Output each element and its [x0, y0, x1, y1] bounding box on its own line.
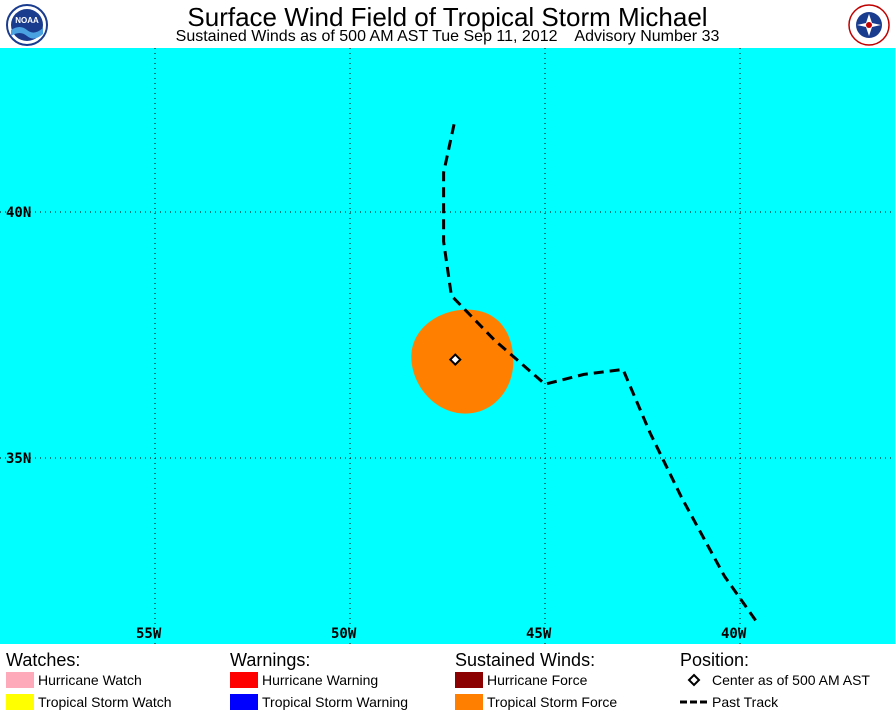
legend-watches-heading: Watches:	[6, 650, 81, 670]
lon-label-50w: 50W	[331, 626, 357, 642]
tropical-storm-watch-swatch	[6, 694, 34, 710]
tropical-storm-force-label: Tropical Storm Force	[487, 694, 618, 710]
hurricane-watch-label: Hurricane Watch	[38, 672, 142, 688]
hurricane-watch-swatch	[6, 672, 34, 688]
hurricane-warning-swatch	[230, 672, 258, 688]
tropical-storm-warning-swatch	[230, 694, 258, 710]
noaa-logo-text: NOAA	[15, 16, 39, 25]
map-area: 40N 35N 55W 50W 45W 40W	[0, 48, 895, 644]
tropical-storm-force-swatch	[455, 694, 483, 710]
hurricane-warning-label: Hurricane Warning	[262, 672, 379, 688]
lon-label-45w: 45W	[526, 626, 552, 642]
map-title: Surface Wind Field of Tropical Storm Mic…	[187, 2, 708, 32]
past-track-layer	[442, 118, 757, 622]
lat-label-40n: 40N	[6, 205, 32, 221]
map-header: NOAA Surface Wind Field of Tropical Stor…	[0, 0, 895, 48]
storm-center-label: Center as of 500 AM AST	[712, 672, 870, 688]
tropical-storm-watch-label: Tropical Storm Watch	[38, 694, 172, 710]
storm-center-layer	[448, 353, 462, 367]
past-track-label: Past Track	[712, 694, 779, 710]
hurricane-force-label: Hurricane Force	[487, 672, 588, 688]
tropical-storm-warning-label: Tropical Storm Warning	[262, 694, 409, 710]
lat-lon-grid	[0, 48, 895, 644]
lat-label-35n: 35N	[6, 451, 32, 467]
nws-logo	[848, 4, 890, 46]
diamond-marker-icon	[687, 673, 701, 687]
noaa-logo: NOAA	[6, 4, 48, 46]
map-subtitle: Sustained Winds as of 500 AM AST Tue Sep…	[175, 28, 720, 45]
map-canvas	[0, 48, 895, 644]
legend-position-heading: Position:	[680, 650, 750, 670]
lon-label-55w: 55W	[136, 626, 162, 642]
tropical-storm-force-wind-field	[411, 309, 514, 414]
storm-center-marker	[448, 353, 462, 367]
legend-warnings-heading: Warnings:	[230, 650, 311, 670]
hurricane-force-swatch	[455, 672, 483, 688]
dashed-track-icon	[680, 700, 708, 704]
past-track-line	[442, 118, 757, 622]
legend-panel: Watches: Hurricane Watch Tropical Storm …	[0, 644, 895, 716]
lon-label-40w: 40W	[721, 626, 747, 642]
tropical-storm-force-area	[411, 309, 514, 414]
legend-winds-heading: Sustained Winds:	[455, 650, 596, 670]
